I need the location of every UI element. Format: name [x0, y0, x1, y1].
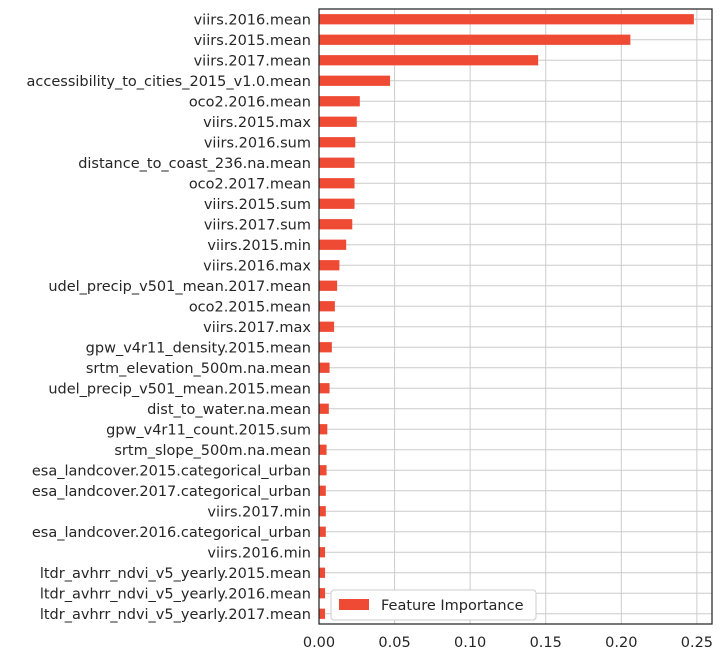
bar [319, 75, 391, 86]
y-tick-label: viirs.2015.mean [194, 33, 311, 49]
bar [319, 465, 327, 476]
bar [319, 137, 356, 148]
bar [319, 239, 347, 250]
grid-lines [318, 9, 712, 624]
bar [319, 608, 326, 619]
bar [319, 116, 357, 127]
bar [319, 321, 335, 332]
y-tick-label: viirs.2015.max [203, 115, 311, 131]
x-tick-label: 0.10 [454, 635, 486, 651]
bar [319, 526, 326, 537]
y-tick-label: gpw_v4r11_density.2015.mean [86, 340, 311, 356]
bar [319, 301, 335, 312]
bar [319, 567, 326, 578]
y-tick-label: viirs.2017.min [207, 504, 311, 520]
y-tick-label: gpw_v4r11_count.2015.sum [106, 422, 311, 438]
y-tick-label: viirs.2015.sum [204, 197, 311, 213]
y-tick-label: ltdr_avhrr_ndvi_v5_yearly.2016.mean [40, 586, 311, 602]
bar [319, 55, 539, 66]
x-tick-label: 0.15 [530, 635, 562, 651]
y-tick-label: oco2.2015.mean [189, 299, 311, 315]
bar [319, 383, 330, 394]
bar [319, 403, 329, 414]
x-tick-label: 0.00 [303, 635, 335, 651]
y-tick-label: udel_precip_v501_mean.2015.mean [48, 381, 311, 397]
plot-frame [318, 8, 713, 625]
bar [319, 424, 328, 435]
y-tick-label: viirs.2016.mean [194, 12, 311, 28]
bar [319, 14, 694, 25]
bar [319, 362, 330, 373]
bar [319, 444, 327, 455]
bar [319, 260, 340, 271]
y-tick-label: srtm_elevation_500m.na.mean [86, 361, 311, 377]
bar [319, 34, 631, 45]
bar [319, 342, 332, 353]
y-tick-label: oco2.2017.mean [189, 176, 311, 192]
y-tick-label: esa_landcover.2016.categorical_urban [32, 525, 311, 541]
bar [319, 506, 326, 517]
legend-label: Feature Importance [381, 598, 524, 614]
y-tick-label: accessibility_to_cities_2015_v1.0.mean [27, 74, 311, 90]
y-tick-label: distance_to_coast_236.na.mean [78, 156, 311, 172]
x-tick-label: 0.25 [681, 635, 713, 651]
bar [319, 485, 326, 496]
y-tick-label: udel_precip_v501_mean.2017.mean [48, 279, 311, 295]
legend-swatch [339, 599, 369, 610]
bar [319, 96, 360, 107]
y-tick-label: ltdr_avhrr_ndvi_v5_yearly.2015.mean [40, 566, 311, 582]
y-tick-label: viirs.2016.min [207, 545, 311, 561]
legend: Feature Importance [330, 589, 537, 621]
bar [319, 547, 326, 558]
y-tick-label: viirs.2015.min [207, 238, 311, 254]
bar [319, 178, 355, 189]
bar [319, 588, 326, 599]
y-tick-label: viirs.2017.mean [194, 53, 311, 69]
bar [319, 219, 353, 230]
legend-box [330, 589, 537, 621]
y-tick-label: srtm_slope_500m.na.mean [114, 443, 311, 459]
y-tick-label: dist_to_water.na.mean [147, 402, 311, 418]
bar [319, 280, 338, 291]
y-tick-label: esa_landcover.2015.categorical_urban [32, 463, 311, 479]
y-tick-label: viirs.2017.max [203, 320, 311, 336]
y-tick-label: oco2.2016.mean [189, 94, 311, 110]
y-tick-label: viirs.2017.sum [204, 217, 311, 233]
y-tick-labels: viirs.2016.mean viirs.2015.mean viirs.2017… [27, 12, 312, 623]
x-tick-labels: 0.00 0.05 0.10 0.15 0.20 0.25 [303, 635, 713, 651]
x-tick-label: 0.20 [605, 635, 637, 651]
y-tick-label: esa_landcover.2017.categorical_urban [32, 484, 311, 500]
bars [319, 14, 694, 619]
bar [319, 198, 355, 209]
bar [319, 157, 355, 168]
x-tick-label: 0.05 [378, 635, 410, 651]
y-tick-label: ltdr_avhrr_ndvi_v5_yearly.2017.mean [40, 607, 311, 623]
y-tick-label: viirs.2016.max [203, 258, 311, 274]
y-tick-label: viirs.2016.sum [204, 135, 311, 151]
